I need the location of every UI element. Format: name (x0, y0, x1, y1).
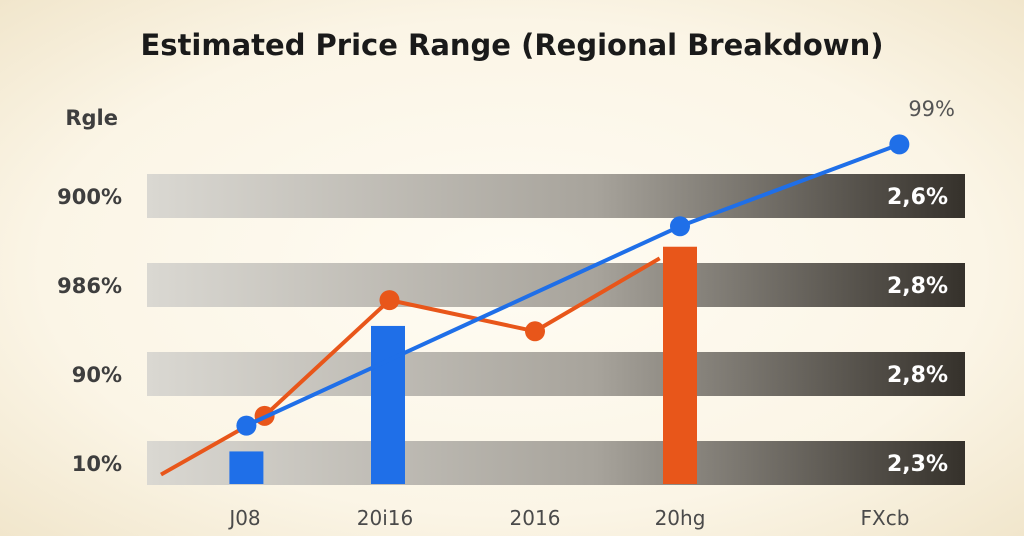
x-tick-label: 20hg (655, 506, 706, 530)
bar-1 (371, 325, 405, 484)
data-point (525, 321, 545, 342)
band-3 (147, 174, 965, 218)
x-tick-label: J08 (227, 506, 260, 530)
data-point (379, 290, 400, 311)
top-right-label: 99% (908, 97, 955, 121)
data-point (670, 216, 690, 237)
right-label: 2,8% (887, 363, 948, 388)
y-axis-label: Rgle (65, 106, 118, 130)
band-1 (147, 352, 965, 396)
x-tick-label: 2016 (510, 506, 561, 530)
y-tick-label: 90% (72, 363, 122, 387)
x-tick-label: 20i16 (357, 506, 413, 530)
bar-0 (229, 451, 264, 484)
bar-2 (663, 246, 697, 484)
right-label: 2,3% (887, 452, 948, 477)
y-tick-label: 986% (57, 274, 122, 298)
x-tick-label: FXcb (861, 506, 910, 530)
right-label: 2,6% (887, 185, 948, 210)
y-tick-label: 900% (57, 185, 122, 209)
right-label: 2,8% (887, 274, 948, 299)
y-tick-label: 10% (72, 452, 122, 476)
chart-title: Estimated Price Range (Regional Breakdow… (141, 28, 884, 62)
band-0 (147, 441, 965, 485)
data-point (236, 415, 257, 436)
data-point (889, 134, 910, 155)
